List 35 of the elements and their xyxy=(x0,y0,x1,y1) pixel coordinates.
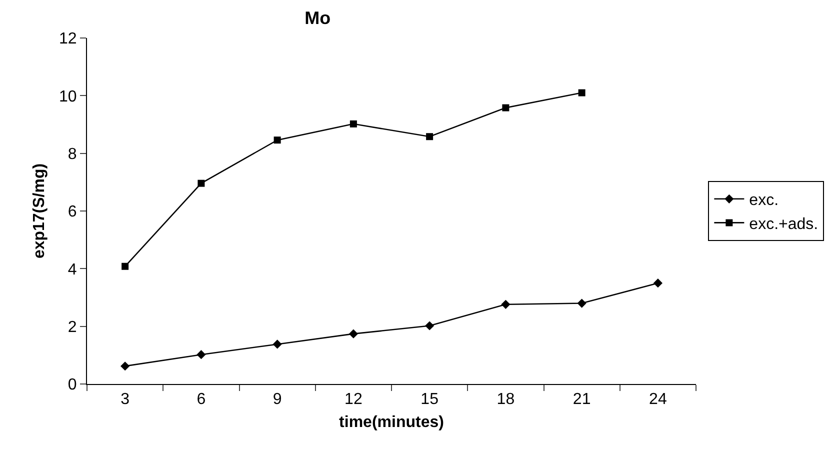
legend-label: exc. xyxy=(749,192,779,210)
x-tick-label: 21 xyxy=(572,391,591,408)
x-tick-label: 18 xyxy=(496,391,515,408)
y-tick-label: 12 xyxy=(59,30,77,48)
point xyxy=(122,262,129,270)
x-tick-label: 24 xyxy=(649,391,667,408)
point xyxy=(653,278,662,288)
x-tick-label: 6 xyxy=(196,391,206,408)
y-axis-title: exp17(S/mg) xyxy=(30,163,48,259)
point xyxy=(426,133,434,140)
point xyxy=(348,329,358,338)
point xyxy=(120,362,130,371)
chart-title: Mo xyxy=(304,8,331,28)
point xyxy=(196,350,206,360)
y-tick-label: 10 xyxy=(59,88,77,106)
point xyxy=(425,321,434,330)
y-tick-label: 0 xyxy=(68,376,77,394)
point xyxy=(502,104,510,112)
point xyxy=(577,298,586,308)
x-tick-label: 9 xyxy=(272,391,282,408)
x-tick-label: 15 xyxy=(420,391,439,408)
point xyxy=(578,89,586,96)
y-tick-label: 8 xyxy=(68,146,77,163)
x-tick-label: 3 xyxy=(120,391,130,408)
point xyxy=(272,340,282,349)
point xyxy=(501,300,510,309)
legend-label: exc.+ads. xyxy=(749,216,818,233)
point xyxy=(350,120,357,128)
y-tick-label: 2 xyxy=(68,318,77,336)
y-tick-label: 6 xyxy=(68,204,77,221)
x-axis-title: time(minutes) xyxy=(339,414,444,431)
y-tick-label: 4 xyxy=(68,261,77,278)
point xyxy=(274,136,281,144)
point xyxy=(198,180,205,187)
x-tick-label: 12 xyxy=(344,391,362,408)
